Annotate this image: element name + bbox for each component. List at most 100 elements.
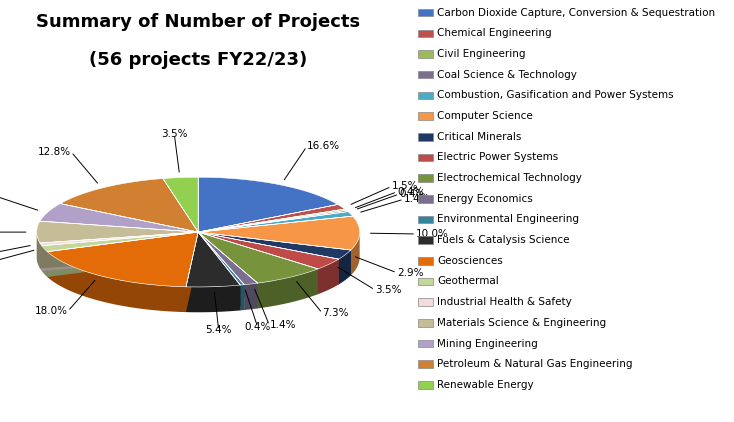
Polygon shape: [40, 243, 42, 271]
Text: Civil Engineering: Civil Engineering: [437, 49, 526, 59]
Polygon shape: [37, 221, 198, 243]
Polygon shape: [198, 232, 258, 285]
Polygon shape: [198, 232, 244, 310]
Text: 5.4%: 5.4%: [206, 325, 232, 335]
Polygon shape: [186, 285, 240, 312]
Text: 3.5%: 3.5%: [375, 285, 401, 295]
Text: 18.0%: 18.0%: [34, 306, 68, 316]
Polygon shape: [47, 252, 186, 312]
Text: Combustion, Gasification and Power Systems: Combustion, Gasification and Power Syste…: [437, 90, 674, 100]
Polygon shape: [186, 232, 240, 287]
Text: Fuels & Catalysis Science: Fuels & Catalysis Science: [437, 235, 570, 245]
Text: Carbon Dioxide Capture, Conversion & Sequestration: Carbon Dioxide Capture, Conversion & Seq…: [437, 8, 715, 18]
FancyBboxPatch shape: [418, 298, 433, 306]
FancyBboxPatch shape: [418, 195, 433, 203]
Polygon shape: [198, 232, 338, 269]
FancyBboxPatch shape: [418, 112, 433, 120]
Text: Geosciences: Geosciences: [437, 256, 503, 266]
FancyBboxPatch shape: [418, 154, 433, 161]
Polygon shape: [198, 232, 258, 308]
Text: Energy Economics: Energy Economics: [437, 194, 533, 204]
Polygon shape: [40, 203, 198, 232]
Polygon shape: [198, 232, 318, 294]
Polygon shape: [198, 232, 240, 310]
Text: Materials Science & Engineering: Materials Science & Engineering: [437, 318, 606, 328]
Polygon shape: [198, 205, 345, 232]
Text: (56 projects FY22/23): (56 projects FY22/23): [89, 51, 308, 69]
Polygon shape: [198, 232, 351, 275]
Text: 1.5%: 1.5%: [391, 181, 418, 192]
FancyBboxPatch shape: [418, 71, 433, 78]
Text: Environmental Engineering: Environmental Engineering: [437, 214, 579, 225]
FancyBboxPatch shape: [418, 319, 433, 327]
Polygon shape: [198, 209, 346, 232]
Polygon shape: [338, 250, 351, 284]
Polygon shape: [198, 216, 360, 250]
Text: Mining Engineering: Mining Engineering: [437, 338, 537, 349]
Polygon shape: [40, 232, 198, 246]
Polygon shape: [198, 232, 244, 285]
Polygon shape: [186, 232, 198, 312]
Polygon shape: [244, 283, 258, 310]
Text: 3.5%: 3.5%: [161, 129, 187, 139]
Polygon shape: [47, 232, 198, 277]
Text: Renewable Energy: Renewable Energy: [437, 380, 534, 390]
Polygon shape: [240, 285, 244, 310]
Text: Industrial Health & Safety: Industrial Health & Safety: [437, 297, 572, 307]
Text: Coal Science & Technology: Coal Science & Technology: [437, 70, 577, 80]
Text: Computer Science: Computer Science: [437, 111, 533, 121]
Polygon shape: [198, 232, 244, 310]
Polygon shape: [42, 232, 198, 252]
Text: Summary of Number of Projects: Summary of Number of Projects: [36, 13, 360, 31]
Text: Geothermal: Geothermal: [437, 276, 498, 287]
Polygon shape: [47, 232, 198, 277]
FancyBboxPatch shape: [418, 92, 433, 99]
Text: Electric Power Systems: Electric Power Systems: [437, 152, 558, 162]
Polygon shape: [40, 232, 198, 268]
Text: Electrochemical Technology: Electrochemical Technology: [437, 173, 582, 183]
Text: 1.4%: 1.4%: [269, 320, 296, 330]
Polygon shape: [198, 232, 318, 294]
Text: 0.4%: 0.4%: [399, 189, 426, 199]
Polygon shape: [198, 177, 338, 232]
Polygon shape: [60, 179, 198, 232]
Polygon shape: [198, 210, 348, 232]
Polygon shape: [198, 232, 258, 308]
Text: 16.6%: 16.6%: [307, 141, 340, 151]
FancyBboxPatch shape: [418, 9, 433, 16]
Polygon shape: [186, 232, 198, 312]
FancyBboxPatch shape: [418, 236, 433, 244]
Text: 12.8%: 12.8%: [38, 147, 71, 157]
Polygon shape: [40, 232, 198, 268]
Polygon shape: [198, 232, 351, 275]
Text: Chemical Engineering: Chemical Engineering: [437, 28, 551, 38]
FancyBboxPatch shape: [418, 381, 433, 389]
Polygon shape: [198, 232, 351, 259]
Polygon shape: [198, 211, 352, 232]
Polygon shape: [198, 232, 318, 283]
Text: 2.9%: 2.9%: [397, 268, 424, 278]
Text: 0.4%: 0.4%: [244, 322, 271, 332]
FancyBboxPatch shape: [418, 340, 433, 347]
Text: 10.0%: 10.0%: [416, 229, 449, 239]
Polygon shape: [198, 232, 338, 284]
Text: 1.4%: 1.4%: [404, 194, 430, 204]
FancyBboxPatch shape: [418, 216, 433, 223]
FancyBboxPatch shape: [418, 257, 433, 265]
Text: Critical Minerals: Critical Minerals: [437, 132, 521, 142]
FancyBboxPatch shape: [418, 30, 433, 37]
Polygon shape: [42, 232, 198, 271]
FancyBboxPatch shape: [418, 278, 433, 285]
FancyBboxPatch shape: [418, 174, 433, 182]
Polygon shape: [163, 177, 198, 232]
Text: 0.4%: 0.4%: [397, 187, 424, 197]
FancyBboxPatch shape: [418, 50, 433, 58]
Polygon shape: [42, 246, 47, 277]
Polygon shape: [351, 232, 360, 275]
Polygon shape: [47, 232, 198, 287]
Polygon shape: [42, 232, 198, 271]
Text: Petroleum & Natural Gas Engineering: Petroleum & Natural Gas Engineering: [437, 359, 633, 369]
Polygon shape: [258, 269, 318, 308]
Polygon shape: [37, 232, 40, 268]
Polygon shape: [198, 232, 240, 310]
